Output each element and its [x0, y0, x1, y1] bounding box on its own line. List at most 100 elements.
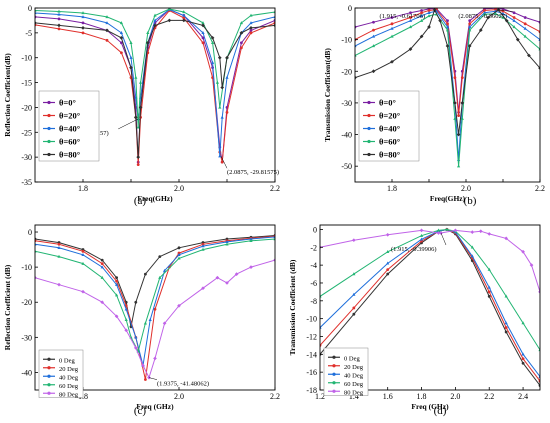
y-tick-label: -4 [310, 261, 317, 270]
y-tick-label: -5 [25, 29, 32, 38]
data-point [158, 255, 162, 258]
data-point [352, 272, 356, 276]
data-point [352, 306, 356, 310]
data-point [523, 26, 527, 30]
data-point [129, 55, 133, 59]
legend-entry: 80 Deg [344, 389, 364, 396]
legend-marker [47, 152, 51, 157]
data-point [249, 237, 253, 241]
data-point [249, 21, 253, 25]
data-point [167, 8, 171, 11]
data-point [81, 289, 85, 294]
data-point [35, 21, 37, 25]
data-point [445, 227, 449, 231]
legend-entry: θ=60° [379, 137, 400, 147]
legend-marker [332, 355, 336, 359]
x-tick-label: 2.2 [270, 184, 280, 193]
chart-panel-4: 0 -2 -4 -6 -8 -10 -12 -14 -16 -181.2 1.4 1.6 1.8 2.0 2… [288, 224, 541, 417]
data-point [134, 335, 138, 339]
data-point [105, 21, 109, 25]
data-point [420, 9, 423, 12]
legend-entry: 0 Deg [344, 355, 360, 362]
y-tick-label: -30 [341, 99, 352, 108]
data-point [144, 378, 147, 381]
data-point [487, 294, 491, 298]
data-point [81, 253, 85, 257]
data-point [352, 312, 356, 316]
data-point [57, 23, 61, 28]
data-point [487, 232, 492, 236]
data-point [273, 258, 275, 262]
data-point [538, 290, 540, 294]
y-tick-label: -30 [21, 153, 32, 162]
data-point [57, 17, 61, 21]
data-point [427, 14, 431, 18]
legend-entry: θ=60° [59, 137, 80, 147]
data-point [147, 375, 151, 380]
x-tick-label: 1.8 [417, 392, 427, 401]
data-point [225, 55, 229, 60]
x-axis-label: Freq (GHz) [136, 402, 174, 411]
data-point [504, 321, 508, 325]
data-point [81, 249, 85, 253]
data-point [201, 31, 205, 35]
legend-marker [47, 391, 51, 395]
legend-entry: 60 Deg [59, 383, 79, 390]
data-point [220, 115, 224, 119]
y-tick-label: -35 [21, 178, 32, 187]
data-point [201, 23, 205, 28]
data-point [182, 13, 186, 17]
data-point [249, 238, 253, 242]
plot-frame [34, 7, 276, 183]
y-axis-label: Reflection Coefficient(dB) [3, 53, 12, 137]
x-tick-label: 2.0 [174, 392, 184, 401]
data-point [218, 154, 222, 158]
data-point [143, 321, 147, 325]
data-point [81, 11, 85, 15]
data-point [182, 10, 186, 14]
data-point [57, 246, 61, 250]
data-point [512, 25, 516, 29]
data-point [504, 294, 508, 298]
data-point [390, 16, 394, 19]
data-point [119, 21, 123, 25]
legend-marker [47, 374, 51, 378]
legend-entry: θ=80° [379, 150, 400, 160]
data-point [446, 19, 449, 23]
legend-entry: θ=0° [59, 98, 76, 108]
legend-entry: θ=0° [379, 98, 396, 108]
x-tick-label: 2.0 [461, 184, 471, 193]
data-point [57, 9, 61, 13]
legend-box [38, 90, 100, 162]
data-point [240, 41, 243, 45]
x-axis-label: Freq(GHz) [137, 194, 173, 203]
legend-marker [332, 364, 336, 368]
legend-entry: θ=40° [379, 124, 400, 134]
legend-marker [47, 357, 51, 361]
data-point [468, 19, 472, 23]
data-point [129, 41, 133, 44]
series-2 [35, 234, 275, 381]
legend-marker [47, 366, 51, 370]
data-point [148, 317, 152, 321]
y-tick-label: -40 [341, 131, 352, 140]
data-point [408, 25, 413, 29]
data-point [57, 27, 61, 31]
y-tick-label: -25 [21, 128, 32, 137]
legend-entry: 60 Deg [344, 381, 364, 388]
data-point [523, 22, 527, 26]
x-tick-label: 2.4 [518, 392, 528, 401]
data-point [57, 242, 61, 246]
annotation-label: (1.9375, -41.48062) [157, 381, 209, 388]
data-point [390, 22, 394, 26]
x-tick-label: 2.2 [484, 392, 494, 401]
data-point [390, 34, 394, 38]
data-point [201, 21, 205, 25]
y-tick-label: -6 [310, 279, 317, 288]
data-point [529, 263, 534, 267]
y-tick-label: -12 [306, 332, 317, 341]
data-point [419, 233, 424, 237]
data-point [457, 114, 460, 117]
